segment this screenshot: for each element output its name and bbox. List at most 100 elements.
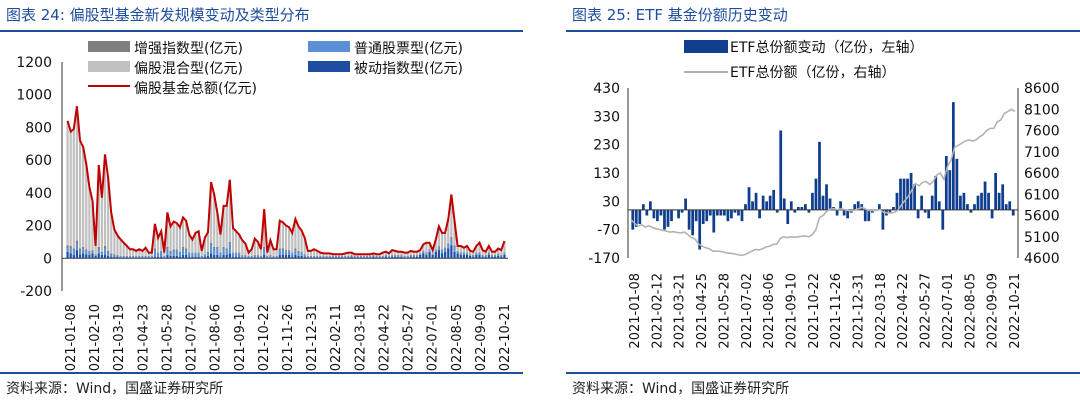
bar-passive-index (437, 250, 441, 259)
bar-enhanced-index (450, 237, 453, 239)
bar-common-stock (197, 253, 200, 257)
bar-etf-share-change (902, 178, 906, 210)
bar-enhanced-index (250, 255, 253, 257)
bar-mixed (478, 242, 481, 253)
bar-mixed (231, 228, 235, 253)
bar-common-stock (472, 255, 475, 257)
bar-enhanced-index (241, 255, 244, 256)
bar-passive-index (422, 253, 425, 259)
bar-common-stock (375, 256, 378, 258)
right-title-rule (566, 30, 1080, 32)
bar-etf-share-change (863, 209, 867, 222)
y-right-tick-label: 4600 (1024, 251, 1060, 267)
bar-mixed (91, 201, 94, 251)
bar-common-stock (131, 256, 135, 258)
bar-common-stock (66, 248, 69, 252)
bar-common-stock (284, 251, 288, 256)
bar-mixed (444, 232, 447, 248)
bar-mixed (66, 120, 69, 246)
bar-common-stock (75, 243, 79, 251)
x-tick-label: 2021-03-19 (112, 304, 127, 372)
bar-common-stock (425, 253, 428, 256)
bar-etf-share-change (730, 209, 733, 219)
bar-common-stock (269, 255, 272, 258)
bar-common-stock (325, 256, 328, 258)
bar-mixed (500, 250, 503, 256)
bar-common-stock (88, 252, 91, 256)
bar-enhanced-index (247, 255, 250, 257)
bar-passive-index (341, 257, 344, 259)
bar-mixed (434, 239, 437, 250)
bar-etf-share-change (1011, 209, 1015, 216)
bar-passive-index (194, 256, 197, 259)
bar-mixed (94, 246, 97, 255)
bar-passive-index (362, 257, 366, 259)
bar-mixed (300, 230, 303, 252)
bar-mixed (325, 253, 328, 256)
bar-passive-index (372, 256, 375, 259)
bar-enhanced-index (284, 250, 288, 252)
bar-enhanced-index (397, 255, 400, 256)
bar-etf-share-change (705, 209, 709, 222)
legend-common-stock-swatch (308, 41, 350, 52)
bar-enhanced-index (178, 251, 182, 254)
bar-mixed (481, 250, 484, 256)
bar-etf-share-change (976, 195, 980, 210)
bar-common-stock (238, 253, 241, 257)
bar-etf-share-change (828, 198, 832, 210)
bar-etf-share-change (761, 195, 765, 210)
y-tick-label: -200 (20, 284, 52, 300)
bar-enhanced-index (244, 255, 247, 256)
bar-mixed (328, 253, 331, 256)
bar-enhanced-index (369, 255, 372, 257)
y-tick-label: 1200 (16, 55, 52, 71)
bar-enhanced-index (387, 255, 391, 257)
bar-mixed (475, 246, 478, 253)
bar-passive-index (353, 257, 356, 259)
bar-mixed (85, 164, 88, 250)
bar-enhanced-index (415, 255, 419, 256)
bar-enhanced-index (306, 255, 309, 257)
bar-mixed (409, 250, 412, 256)
bar-enhanced-index (266, 255, 269, 257)
bar-enhanced-index (366, 255, 369, 257)
bar-passive-index (297, 255, 300, 259)
bar-mixed (412, 251, 416, 256)
bar-enhanced-index (91, 250, 94, 252)
bar-common-stock (216, 248, 219, 256)
bar-etf-share-change (870, 209, 874, 213)
bar-common-stock (69, 248, 72, 254)
bar-common-stock (263, 248, 266, 256)
bar-etf-share-change (649, 201, 652, 210)
bar-enhanced-index (163, 255, 166, 257)
right-chart-panel: 图表 25: ETF 基金份额历史变动 -170 -70 30 130 230 330 43… (566, 0, 1080, 402)
bar-mixed (213, 194, 216, 247)
bar-passive-index (266, 257, 269, 259)
bar-enhanced-index (412, 255, 416, 256)
bar-etf-share-change (987, 192, 990, 210)
bar-etf-share-change (916, 209, 920, 219)
bar-enhanced-index (484, 255, 487, 256)
bar-passive-index (440, 253, 444, 259)
y-tick-label: 1000 (16, 88, 52, 104)
bar-mixed (241, 240, 244, 256)
bar-mixed (181, 217, 185, 247)
bar-common-stock (181, 248, 185, 256)
bar-mixed (234, 231, 238, 253)
bar-common-stock (244, 255, 247, 258)
bar-enhanced-index (481, 255, 484, 256)
bar-mixed (465, 246, 469, 253)
bar-enhanced-index (294, 248, 297, 251)
bar-common-stock (141, 256, 144, 258)
bar-common-stock (144, 256, 147, 258)
bar-common-stock (372, 255, 375, 257)
bar-mixed (256, 241, 260, 256)
x-tick-label: 2021-12-31 (305, 304, 320, 372)
bar-enhanced-index (403, 255, 406, 257)
bar-common-stock (409, 255, 412, 257)
bar-passive-index (85, 254, 88, 259)
bar-passive-index (447, 248, 450, 259)
bar-passive-index (147, 257, 150, 259)
bar-passive-index (244, 257, 247, 259)
bar-mixed (222, 205, 225, 247)
